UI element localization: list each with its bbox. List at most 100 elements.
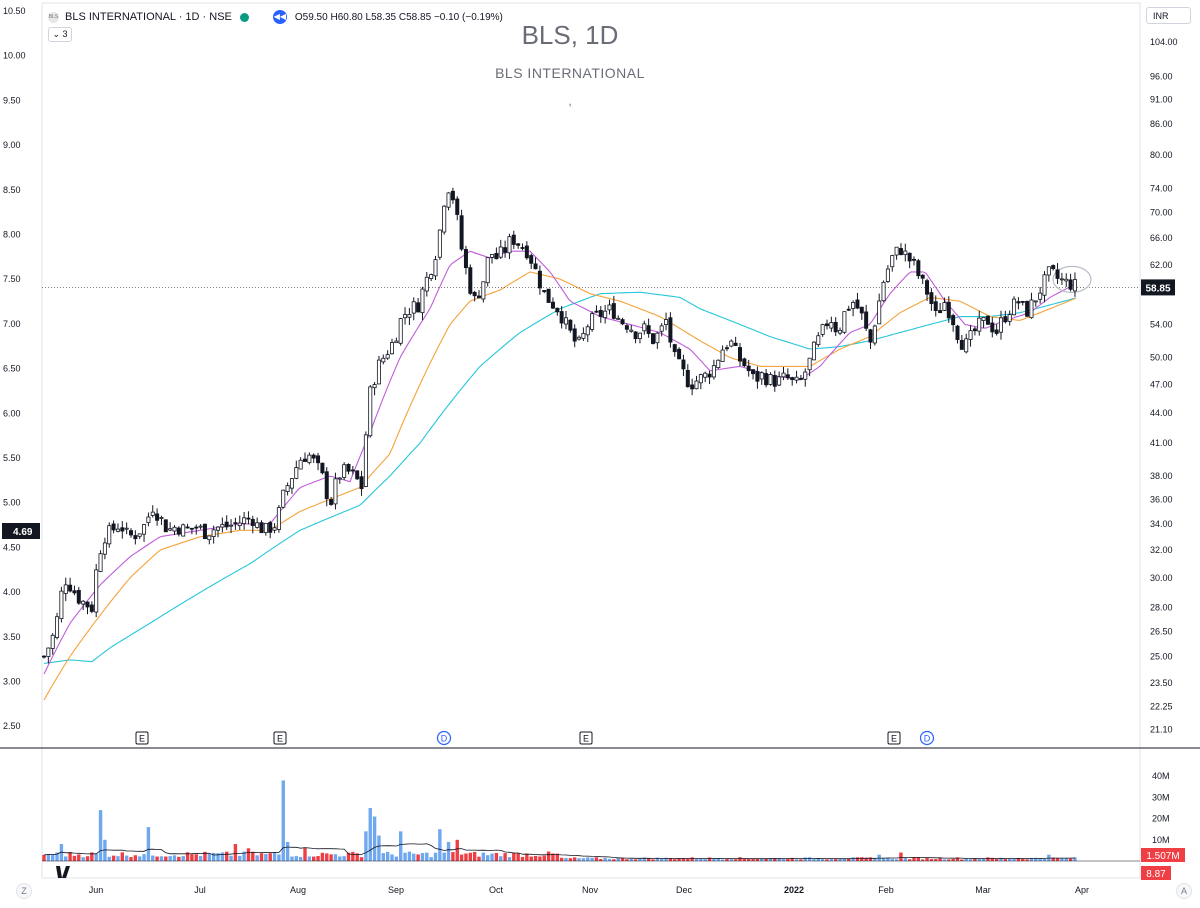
candle-body — [59, 590, 64, 620]
volume-bar — [729, 859, 733, 861]
volume-bar — [225, 851, 229, 861]
candle-body — [381, 357, 386, 363]
candle-body — [651, 333, 656, 344]
company-logo-icon: BLS — [48, 11, 59, 23]
candle-body — [185, 526, 190, 529]
volume-bar — [90, 852, 94, 861]
volume-bar — [542, 855, 546, 861]
left-axis-tick: 5.00 — [3, 498, 21, 508]
x-axis-label: Oct — [489, 885, 504, 895]
volume-bar — [968, 859, 973, 861]
candle-body — [1064, 278, 1069, 282]
candle-body — [159, 517, 164, 519]
volume-bar — [916, 857, 921, 861]
volume-bar — [847, 858, 851, 861]
candle-body — [298, 459, 303, 470]
candle-body — [507, 236, 512, 254]
candle-body — [964, 338, 969, 353]
volume-bar — [794, 859, 799, 861]
candle-body — [938, 310, 943, 314]
currency-button[interactable]: INR — [1146, 7, 1191, 24]
candle-body — [751, 369, 756, 375]
x-axis-label: Jun — [89, 885, 104, 895]
volume-bar — [616, 857, 620, 861]
candle-body — [764, 373, 769, 386]
volume-bar — [420, 853, 425, 861]
candle-body — [459, 215, 464, 250]
candle-body — [142, 524, 147, 535]
candle-body — [738, 347, 743, 362]
candle-body — [564, 317, 569, 325]
candle-body — [1012, 298, 1017, 316]
volume-bar — [359, 857, 364, 861]
candle-body — [1046, 266, 1051, 276]
candle-body — [215, 526, 220, 531]
volume-bar — [333, 854, 338, 861]
candle-body — [324, 471, 329, 500]
volume-bar — [298, 856, 303, 861]
candle-body — [433, 259, 438, 277]
symbol-title[interactable]: BLS INTERNATIONAL · 1D · NSE — [65, 11, 232, 23]
zoom-left-button[interactable]: Z — [16, 883, 32, 899]
open-label: O — [294, 11, 303, 23]
volume-bar — [425, 852, 429, 861]
volume-bar — [481, 852, 486, 861]
volume-bar — [960, 859, 964, 861]
candle-body — [794, 376, 799, 381]
right-axis-tick: 41.00 — [1150, 438, 1173, 448]
candle-body — [220, 524, 225, 528]
candle-body — [550, 301, 555, 309]
volume-bar — [181, 856, 185, 861]
indicators-toggle-button[interactable]: ⌄ 3 — [48, 27, 72, 42]
candle-body — [120, 527, 125, 532]
candle-body — [999, 317, 1004, 333]
rewind-icon[interactable]: ◀◀ — [272, 10, 287, 24]
candle-body — [542, 290, 547, 293]
volume-bar — [1016, 858, 1021, 861]
volume-bar — [668, 858, 673, 861]
candle-body — [94, 569, 99, 613]
chevron-down-icon: ⌄ — [52, 29, 60, 39]
volume-bar — [994, 858, 999, 861]
candle-body — [1068, 279, 1073, 290]
volume-bar — [633, 859, 638, 861]
volume-bar — [842, 859, 847, 861]
volume-bar — [325, 853, 329, 861]
candle-body — [424, 276, 429, 292]
volume-bar — [503, 853, 507, 861]
candle-body — [864, 311, 869, 329]
volume-bar — [590, 857, 594, 861]
candle-body — [463, 249, 468, 269]
volume-bar — [211, 852, 216, 861]
volume-bar — [829, 859, 834, 861]
candle-body — [672, 344, 677, 353]
candle-body — [1033, 300, 1038, 303]
x-axis-label: Nov — [582, 885, 599, 895]
candle-body — [437, 229, 442, 258]
volume-bar — [612, 859, 616, 861]
volume-bar — [51, 855, 55, 861]
candle-body — [598, 309, 603, 317]
candle-body — [733, 342, 738, 346]
volume-bar — [385, 851, 390, 861]
volume-bar — [533, 855, 538, 861]
volume-bar — [890, 859, 894, 861]
zoom-auto-button[interactable]: A — [1176, 883, 1192, 899]
volume-bar — [203, 851, 207, 861]
candle-body — [485, 257, 490, 284]
volume-bar — [686, 858, 690, 861]
volume-bar — [1064, 857, 1068, 861]
volume-bar — [294, 856, 298, 861]
volume-bar — [660, 858, 664, 861]
volume-bar — [690, 857, 694, 861]
candle-body — [781, 372, 786, 378]
candle-body — [63, 584, 68, 594]
volume-bar — [198, 856, 203, 861]
volume-bar — [1068, 858, 1073, 861]
volume-average-line — [43, 843, 1076, 860]
symbol-legend[interactable]: BLS BLS INTERNATIONAL · 1D · NSE ◀◀ O59.… — [48, 8, 503, 26]
volume-bar — [820, 859, 825, 861]
candle-body — [890, 255, 895, 268]
